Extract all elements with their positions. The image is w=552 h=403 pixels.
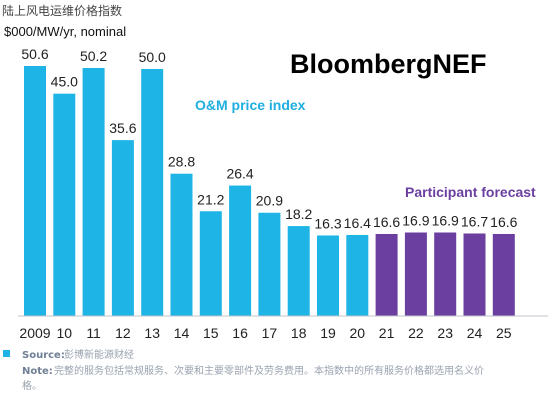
bar-value-label: 20.9 [256, 193, 283, 209]
note-text-line1: 完整的服务包括常规服务、次要和主要零部件及劳务费用。本指数中的所有服务价格都选用… [54, 364, 484, 377]
bar-value-label: 21.2 [197, 191, 224, 207]
bar-value-label: 50.0 [139, 49, 166, 65]
bar-value-label: 28.8 [168, 154, 195, 170]
x-tick-label: 24 [467, 325, 483, 341]
chart-title: 陆上风电运维价格指数 [2, 3, 122, 18]
bar-historical [258, 212, 281, 316]
unit-label: $000/MW/yr, nominal [4, 24, 126, 39]
x-tick-label: 13 [144, 325, 160, 341]
brand-logo: BloombergNEF [290, 49, 487, 79]
series-label-forecast: Participant forecast [405, 184, 536, 200]
bar-historical [53, 93, 76, 316]
series-label-historical: O&M price index [195, 97, 306, 113]
bar-value-label: 16.9 [402, 213, 429, 229]
bar-value-label: 45.0 [51, 74, 78, 90]
bar-historical [199, 211, 222, 316]
bar-value-label: 16.4 [344, 215, 371, 231]
x-tick-label: 15 [203, 325, 219, 341]
bar-value-label: 26.4 [226, 166, 253, 182]
bar-historical [317, 235, 339, 316]
bars-group [24, 66, 515, 317]
bar-forecast [492, 233, 515, 316]
bar-forecast [404, 232, 427, 316]
x-tick-label: 22 [408, 325, 424, 341]
source-text: 彭博新能源财经 [64, 348, 134, 361]
source-label: Source: [22, 350, 65, 361]
bar-historical [346, 234, 369, 316]
bar-historical [170, 173, 193, 316]
note-label: Note: [22, 366, 53, 377]
bar-value-label: 16.3 [314, 215, 341, 231]
source-marker [3, 350, 10, 357]
x-ticks-group: 2009 10 11 12 13 14 15 16 17 18 19 20 21 22 23 24 25 [19, 325, 511, 341]
bar-historical [111, 140, 134, 316]
x-tick-label: 23 [437, 325, 453, 341]
bar-forecast [434, 232, 457, 316]
x-tick-label: 12 [115, 325, 131, 341]
bar-historical [287, 226, 310, 316]
x-tick-label: 25 [496, 325, 512, 341]
x-tick-label: 11 [86, 325, 101, 341]
x-tick-label: 14 [174, 325, 190, 341]
x-tick-label: 17 [262, 325, 278, 341]
x-tick-label: 2009 [19, 325, 50, 341]
note-text-line2: 格。 [22, 379, 42, 392]
bar-value-label: 16.6 [490, 214, 517, 230]
value-labels-group: 50.645.050.2 35.6 50.0 28.8 21.226.420.918.2… [21, 46, 517, 231]
bar-historical [141, 68, 164, 317]
bar-historical [229, 185, 252, 316]
x-tick-label: 10 [57, 325, 73, 341]
bar-value-label: 50.6 [21, 46, 48, 62]
x-tick-label: 19 [320, 325, 336, 341]
x-tick-label: 18 [291, 325, 307, 341]
bar-value-label: 16.7 [461, 213, 488, 229]
bar-value-label: 16.9 [432, 213, 459, 229]
x-tick-label: 20 [350, 325, 366, 341]
bar-value-label: 35.6 [109, 120, 136, 136]
bar-value-label: 18.2 [285, 206, 312, 222]
bar-historical [24, 66, 46, 316]
bar-value-label: 16.6 [373, 214, 400, 230]
bar-forecast [463, 233, 486, 316]
bar-forecast [375, 233, 398, 316]
x-tick-label: 16 [232, 325, 248, 341]
bar-value-label: 50.2 [80, 48, 107, 64]
bar-historical [82, 67, 105, 316]
x-tick-label: 21 [379, 325, 395, 341]
